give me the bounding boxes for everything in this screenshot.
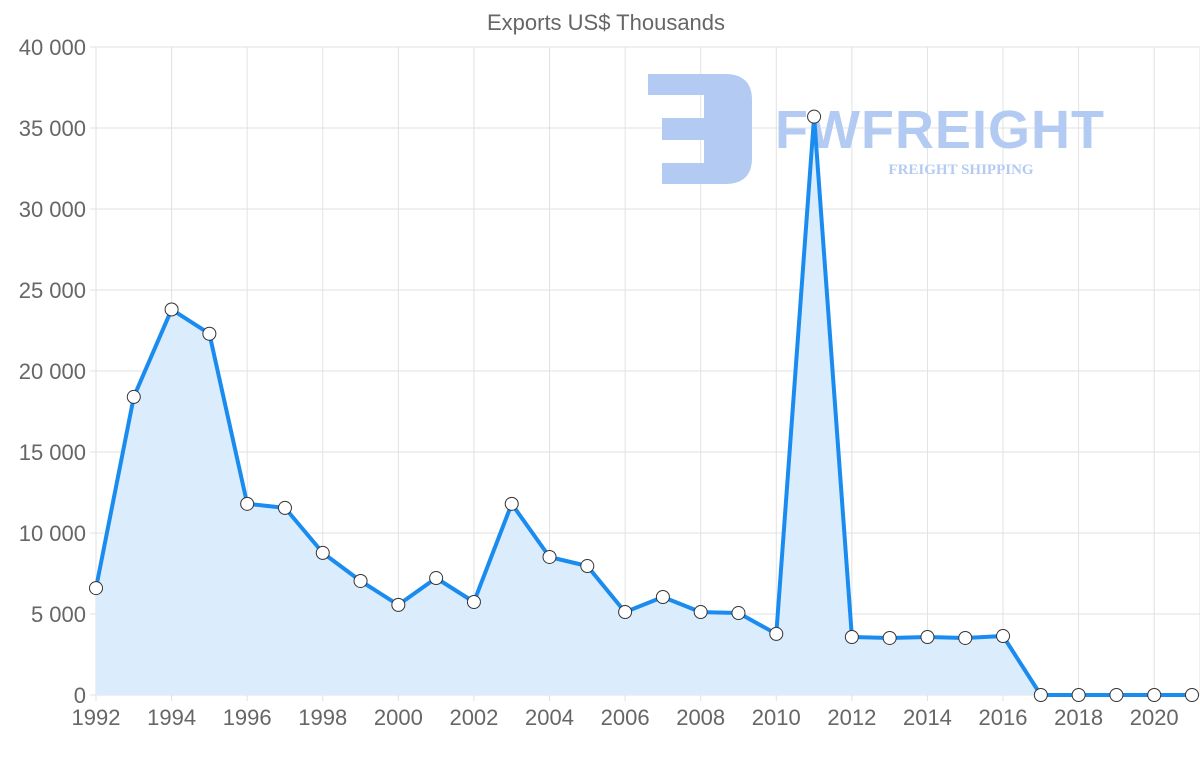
x-axis: 1992 1994 1996 1998 2000 2002 2004 2006 2008 2010… bbox=[72, 705, 1179, 730]
data-point[interactable] bbox=[618, 605, 633, 620]
data-point[interactable] bbox=[580, 559, 595, 574]
data-point[interactable] bbox=[353, 573, 368, 588]
data-point[interactable] bbox=[1185, 688, 1199, 702]
y-tick-label: 25 000 bbox=[19, 278, 86, 303]
data-point[interactable] bbox=[126, 389, 141, 404]
watermark-brand: FWFREIGHT bbox=[775, 100, 1105, 160]
x-tick-label: 2008 bbox=[676, 705, 725, 730]
watermark-logo: FWFREIGHT FREIGHT SHIPPING bbox=[648, 74, 1105, 184]
y-tick-label: 0 bbox=[74, 683, 86, 708]
x-tick-label: 2020 bbox=[1130, 705, 1179, 730]
y-tick-label: 35 000 bbox=[19, 116, 86, 141]
y-axis: 0 5 000 10 000 15 000 20 000 25 000 30 000 35 0… bbox=[19, 35, 86, 708]
data-point[interactable] bbox=[958, 630, 973, 645]
x-tick-label: 1996 bbox=[223, 705, 272, 730]
data-point[interactable] bbox=[844, 630, 859, 645]
watermark-logo-mark bbox=[648, 74, 752, 184]
x-tick-label: 2000 bbox=[374, 705, 423, 730]
data-point[interactable] bbox=[769, 626, 784, 641]
x-tick-label: 2006 bbox=[601, 705, 650, 730]
y-tick-label: 30 000 bbox=[19, 197, 86, 222]
data-point[interactable] bbox=[1033, 688, 1048, 702]
x-tick-label: 2004 bbox=[525, 705, 574, 730]
data-point[interactable] bbox=[277, 500, 292, 515]
data-point[interactable] bbox=[391, 597, 406, 612]
y-tick-label: 40 000 bbox=[19, 35, 86, 60]
x-tick-label: 2014 bbox=[903, 705, 952, 730]
data-point[interactable] bbox=[202, 326, 217, 341]
data-point[interactable] bbox=[807, 109, 822, 124]
x-tick-label: 1992 bbox=[72, 705, 121, 730]
y-tick-label: 15 000 bbox=[19, 440, 86, 465]
data-point[interactable] bbox=[731, 606, 746, 621]
chart-title: Exports US$ Thousands bbox=[487, 10, 725, 35]
x-tick-label: 2016 bbox=[979, 705, 1028, 730]
data-point[interactable] bbox=[504, 496, 519, 511]
x-tick-label: 1994 bbox=[147, 705, 196, 730]
data-point[interactable] bbox=[920, 630, 935, 645]
x-tick-label: 2010 bbox=[752, 705, 801, 730]
x-tick-label: 2002 bbox=[449, 705, 498, 730]
x-tick-label: 2018 bbox=[1054, 705, 1103, 730]
data-point[interactable] bbox=[882, 630, 897, 645]
watermark-tagline: FREIGHT SHIPPING bbox=[888, 162, 1033, 178]
data-point[interactable] bbox=[1071, 688, 1086, 702]
data-point[interactable] bbox=[429, 571, 444, 586]
y-tick-label: 10 000 bbox=[19, 521, 86, 546]
data-point[interactable] bbox=[693, 605, 708, 620]
data-point[interactable] bbox=[1109, 688, 1124, 702]
data-point[interactable] bbox=[466, 595, 481, 610]
grid bbox=[90, 46, 1200, 701]
data-point[interactable] bbox=[240, 496, 255, 511]
data-point[interactable] bbox=[89, 581, 103, 596]
data-points bbox=[89, 109, 1199, 702]
data-point[interactable] bbox=[996, 629, 1011, 644]
data-point[interactable] bbox=[315, 545, 330, 560]
data-point[interactable] bbox=[655, 589, 670, 604]
data-point[interactable] bbox=[1147, 688, 1162, 702]
data-point[interactable] bbox=[542, 549, 557, 564]
y-tick-label: 20 000 bbox=[19, 359, 86, 384]
y-tick-label: 5 000 bbox=[31, 602, 86, 627]
data-point[interactable] bbox=[164, 302, 179, 317]
x-tick-label: 1998 bbox=[298, 705, 347, 730]
x-tick-label: 2012 bbox=[827, 705, 876, 730]
series-area-fill bbox=[96, 116, 1192, 695]
